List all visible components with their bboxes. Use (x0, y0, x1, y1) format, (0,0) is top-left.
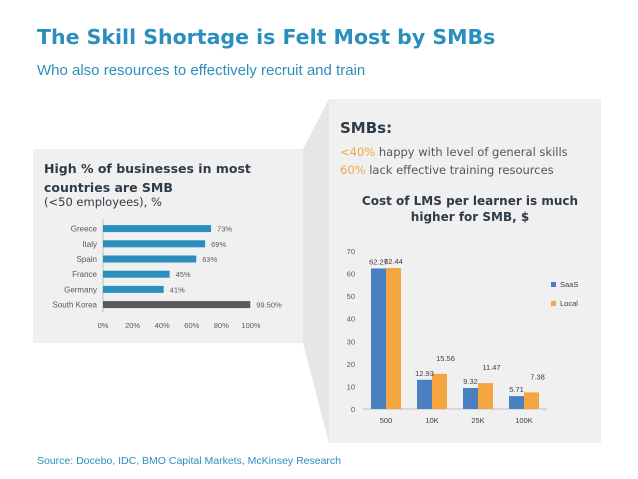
hbar-category-label: Italy (82, 240, 97, 249)
hbar-value-label: 45% (176, 270, 191, 279)
vbar-bar-saas (371, 268, 386, 409)
lms-chart-title: Cost of LMS per learner is much higher f… (361, 194, 579, 224)
vbar-category-label: 25K (471, 416, 484, 425)
smb-stat-2-text: lack effective training resources (365, 163, 554, 177)
legend-label-saas: SaaS (560, 280, 578, 289)
vbar-bar-local (386, 268, 401, 409)
hbar-category-label: Germany (64, 285, 97, 294)
source-note: Source: Docebo, IDC, BMO Capital Markets… (37, 455, 342, 467)
country-chart-subheading: (<50 employees), % (44, 195, 162, 209)
vbar-bar-saas (417, 379, 432, 409)
hbar-value-label: 73% (217, 225, 232, 234)
vbar-value-label: 15.56 (436, 354, 455, 363)
smb-stat-1-text: happy with level of general skills (375, 145, 568, 159)
hbar-category-label: South Korea (53, 301, 98, 310)
vbar-value-label: 5.71 (509, 385, 524, 394)
hbar-tick-label: 20% (125, 321, 140, 330)
vbar-bar-local (524, 392, 539, 409)
hbar-bar (103, 255, 197, 263)
hbar-value-label: 63% (202, 255, 217, 264)
vbar-y-tick-label: 40 (347, 315, 355, 324)
legend-swatch-local (551, 301, 556, 306)
page-subtitle: Who also resources to effectively recrui… (37, 62, 366, 79)
hbar-tick-label: 40% (155, 321, 170, 330)
hbar-category-label: Greece (71, 225, 98, 234)
country-bar-chart: Greece 73% Italy 69% Spain 63% France 45% German… (53, 219, 282, 330)
vbar-category-label: 10K (425, 416, 438, 425)
vbar-y-tick-label: 50 (347, 292, 355, 301)
hbar-category-label: France (72, 270, 97, 279)
vbar-category-label: 500 (380, 416, 393, 425)
vbar-value-label: 62.44 (384, 257, 403, 266)
hbar-tick-label: 60% (184, 321, 199, 330)
vbar-y-tick-label: 30 (347, 337, 355, 346)
hbar-value-label: 69% (211, 240, 226, 249)
vbar-value-label: 12.93 (415, 369, 434, 378)
legend-swatch-saas (551, 282, 556, 287)
vbar-y-tick-label: 10 (347, 382, 355, 391)
legend-label-local: Local (560, 299, 578, 308)
vbar-bar-saas (463, 387, 478, 409)
smb-stat-2: 60% lack effective training resources (340, 163, 554, 177)
hbar-tick-label: 80% (214, 321, 229, 330)
hbar-bar (103, 270, 170, 278)
vbar-y-tick-label: 60 (347, 270, 355, 279)
smb-stat-1: <40% happy with level of general skills (340, 145, 568, 159)
country-chart-heading: High % of businesses in most countries a… (44, 161, 251, 195)
hbar-tick-label: 0% (98, 321, 109, 330)
vbar-value-label: 62.27 (369, 257, 388, 266)
smb-title: SMBs: (340, 119, 393, 137)
hbar-value-label: 99.50% (256, 301, 282, 310)
vbar-bar-local (478, 383, 493, 409)
vbar-value-label: 11.47 (482, 363, 500, 372)
vbar-y-tick-label: 0 (351, 405, 355, 414)
smb-stat-2-highlight: 60% (340, 163, 366, 177)
hbar-bar (103, 285, 164, 293)
hbar-bar (103, 240, 206, 248)
smb-stat-1-highlight: <40% (340, 145, 376, 159)
vbar-y-tick-label: 70 (347, 247, 355, 256)
page-title: The Skill Shortage is Felt Most by SMBs (37, 25, 496, 49)
vbar-bar-saas (509, 396, 524, 409)
hbar-bar (103, 225, 212, 233)
vbar-category-label: 100K (515, 416, 533, 425)
hbar-category-label: Spain (77, 255, 97, 264)
vbar-bar-local (432, 373, 447, 409)
vbar-value-label: 9.32 (463, 377, 478, 386)
vbar-y-tick-label: 20 (347, 360, 355, 369)
hbar-value-label: 41% (170, 285, 185, 294)
vbar-value-label: 7.38 (530, 372, 545, 381)
hbar-bar (103, 301, 251, 309)
hbar-tick-label: 100% (241, 321, 261, 330)
